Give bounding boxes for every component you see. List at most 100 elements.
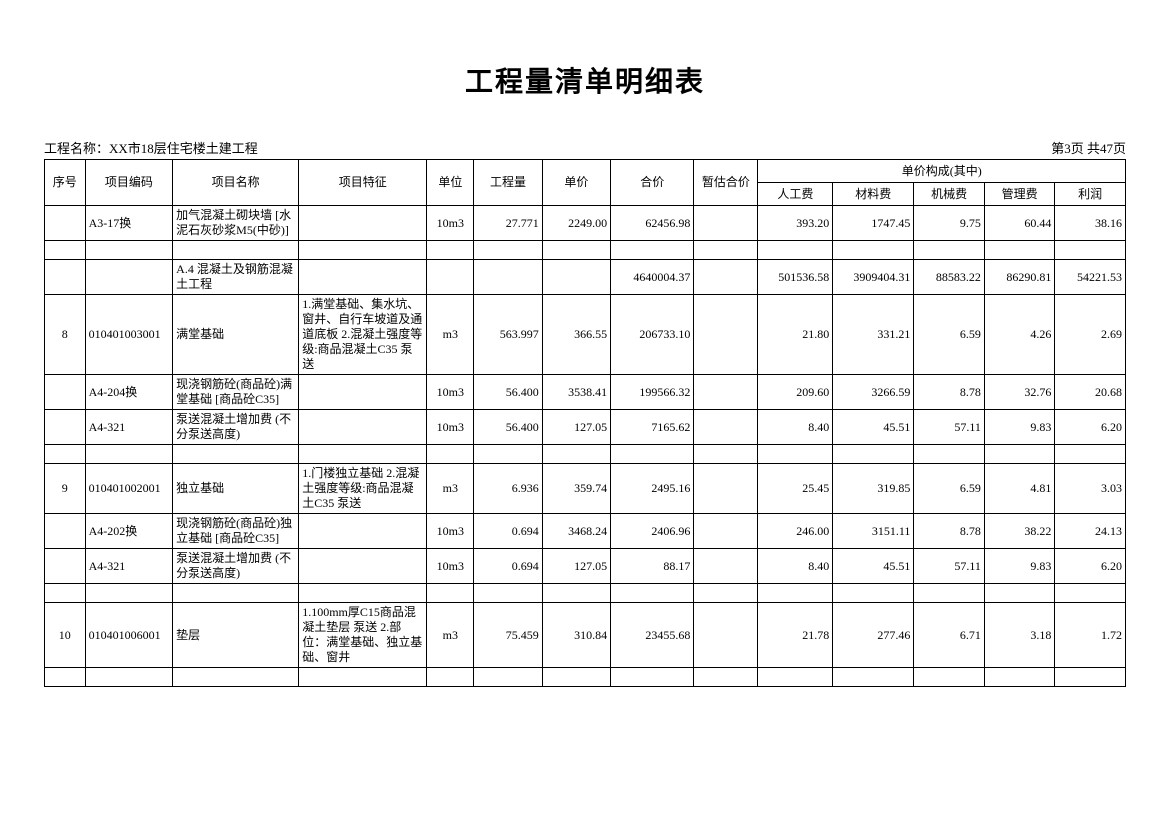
col-unit: 单位 <box>427 160 474 206</box>
boq-table: 序号 项目编码 项目名称 项目特征 单位 工程量 单价 合价 暂估合价 单价构成… <box>44 159 1126 687</box>
cell-profit: 24.13 <box>1055 514 1126 549</box>
cell-qty: 0.694 <box>474 514 542 549</box>
cell-unit: 10m3 <box>427 206 474 241</box>
table-row: 9010401002001独立基础1.门楼独立基础 2.混凝土强度等级:商品混凝… <box>45 464 1126 514</box>
cell-material: 3151.11 <box>833 514 914 549</box>
cell-unit <box>427 260 474 295</box>
cell-profit: 6.20 <box>1055 549 1126 584</box>
cell-feature <box>299 410 427 445</box>
cell-prov <box>694 260 758 295</box>
cell-prov <box>694 375 758 410</box>
cell-unit: m3 <box>427 464 474 514</box>
cell-name: 现浇钢筋砼(商品砼)独立基础 [商品砼C35] <box>173 514 299 549</box>
cell-unit: 10m3 <box>427 410 474 445</box>
cell-mgmt: 38.22 <box>984 514 1054 549</box>
cell-profit: 2.69 <box>1055 295 1126 375</box>
cell-material: 45.51 <box>833 410 914 445</box>
cell-qty <box>474 260 542 295</box>
cell-code: A3-17换 <box>85 206 173 241</box>
cell-seq <box>45 549 86 584</box>
cell-material: 3909404.31 <box>833 260 914 295</box>
table-body: A3-17换加气混凝土砌块墙 [水泥石灰砂浆M5(中砂)]10m327.7712… <box>45 206 1126 687</box>
cell-qty: 0.694 <box>474 549 542 584</box>
cell-prov <box>694 464 758 514</box>
col-seq: 序号 <box>45 160 86 206</box>
cell-feature <box>299 260 427 295</box>
cell-material: 277.46 <box>833 603 914 668</box>
cell-price: 3468.24 <box>542 514 610 549</box>
cell-feature <box>299 514 427 549</box>
cell-name: 垫层 <box>173 603 299 668</box>
col-total: 合价 <box>611 160 694 206</box>
cell-code: A4-202换 <box>85 514 173 549</box>
cell-machine: 88583.22 <box>914 260 984 295</box>
cell-mgmt: 32.76 <box>984 375 1054 410</box>
cell-machine: 8.78 <box>914 514 984 549</box>
cell-prov <box>694 603 758 668</box>
cell-qty: 6.936 <box>474 464 542 514</box>
cell-machine: 9.75 <box>914 206 984 241</box>
cell-code: 010401006001 <box>85 603 173 668</box>
cell-mgmt: 4.81 <box>984 464 1054 514</box>
cell-material: 45.51 <box>833 549 914 584</box>
cell-labor: 21.78 <box>758 603 833 668</box>
cell-price: 310.84 <box>542 603 610 668</box>
cell-material: 1747.45 <box>833 206 914 241</box>
cell-name: 加气混凝土砌块墙 [水泥石灰砂浆M5(中砂)] <box>173 206 299 241</box>
cell-price: 366.55 <box>542 295 610 375</box>
cell-total: 88.17 <box>611 549 694 584</box>
cell-total: 199566.32 <box>611 375 694 410</box>
cell-name: 满堂基础 <box>173 295 299 375</box>
col-breakdown: 单价构成(其中) <box>758 160 1126 183</box>
cell-qty: 75.459 <box>474 603 542 668</box>
cell-labor: 501536.58 <box>758 260 833 295</box>
cell-unit: m3 <box>427 295 474 375</box>
cell-seq <box>45 410 86 445</box>
cell-profit: 3.03 <box>1055 464 1126 514</box>
cell-machine: 57.11 <box>914 410 984 445</box>
cell-name: A.4 混凝土及钢筋混凝土工程 <box>173 260 299 295</box>
cell-total: 2406.96 <box>611 514 694 549</box>
table-row <box>45 584 1126 603</box>
cell-price: 127.05 <box>542 410 610 445</box>
col-feature: 项目特征 <box>299 160 427 206</box>
cell-name: 现浇钢筋砼(商品砼)满堂基础 [商品砼C35] <box>173 375 299 410</box>
cell-feature: 1.门楼独立基础 2.混凝土强度等级:商品混凝土C35 泵送 <box>299 464 427 514</box>
table-row: A4-204换现浇钢筋砼(商品砼)满堂基础 [商品砼C35]10m356.400… <box>45 375 1126 410</box>
cell-seq <box>45 375 86 410</box>
cell-prov <box>694 514 758 549</box>
cell-seq: 8 <box>45 295 86 375</box>
cell-code: A4-204换 <box>85 375 173 410</box>
table-row: A4-321泵送混凝土增加费 (不分泵送高度)10m30.694127.0588… <box>45 549 1126 584</box>
cell-total: 2495.16 <box>611 464 694 514</box>
table-row: A.4 混凝土及钢筋混凝土工程4640004.37501536.58390940… <box>45 260 1126 295</box>
cell-price: 2249.00 <box>542 206 610 241</box>
table-row: A3-17换加气混凝土砌块墙 [水泥石灰砂浆M5(中砂)]10m327.7712… <box>45 206 1126 241</box>
cell-feature <box>299 375 427 410</box>
cell-unit: 10m3 <box>427 549 474 584</box>
cell-name: 泵送混凝土增加费 (不分泵送高度) <box>173 410 299 445</box>
table-header: 序号 项目编码 项目名称 项目特征 单位 工程量 单价 合价 暂估合价 单价构成… <box>45 160 1126 206</box>
cell-feature: 1.满堂基础、集水坑、窗井、自行车坡道及通道底板 2.混凝土强度等级:商品混凝土… <box>299 295 427 375</box>
table-row: A4-321泵送混凝土增加费 (不分泵送高度)10m356.400127.057… <box>45 410 1126 445</box>
cell-labor: 8.40 <box>758 410 833 445</box>
cell-code: A4-321 <box>85 549 173 584</box>
cell-code: A4-321 <box>85 410 173 445</box>
cell-total: 7165.62 <box>611 410 694 445</box>
cell-prov <box>694 549 758 584</box>
col-labor: 人工费 <box>758 183 833 206</box>
col-material: 材料费 <box>833 183 914 206</box>
cell-seq: 9 <box>45 464 86 514</box>
page-title: 工程量清单明细表 <box>44 60 1126 100</box>
cell-labor: 246.00 <box>758 514 833 549</box>
cell-price: 359.74 <box>542 464 610 514</box>
cell-qty: 563.997 <box>474 295 542 375</box>
cell-unit: 10m3 <box>427 514 474 549</box>
cell-material: 3266.59 <box>833 375 914 410</box>
cell-labor: 25.45 <box>758 464 833 514</box>
cell-feature <box>299 206 427 241</box>
col-price: 单价 <box>542 160 610 206</box>
cell-machine: 6.59 <box>914 295 984 375</box>
cell-material: 319.85 <box>833 464 914 514</box>
cell-machine: 6.59 <box>914 464 984 514</box>
